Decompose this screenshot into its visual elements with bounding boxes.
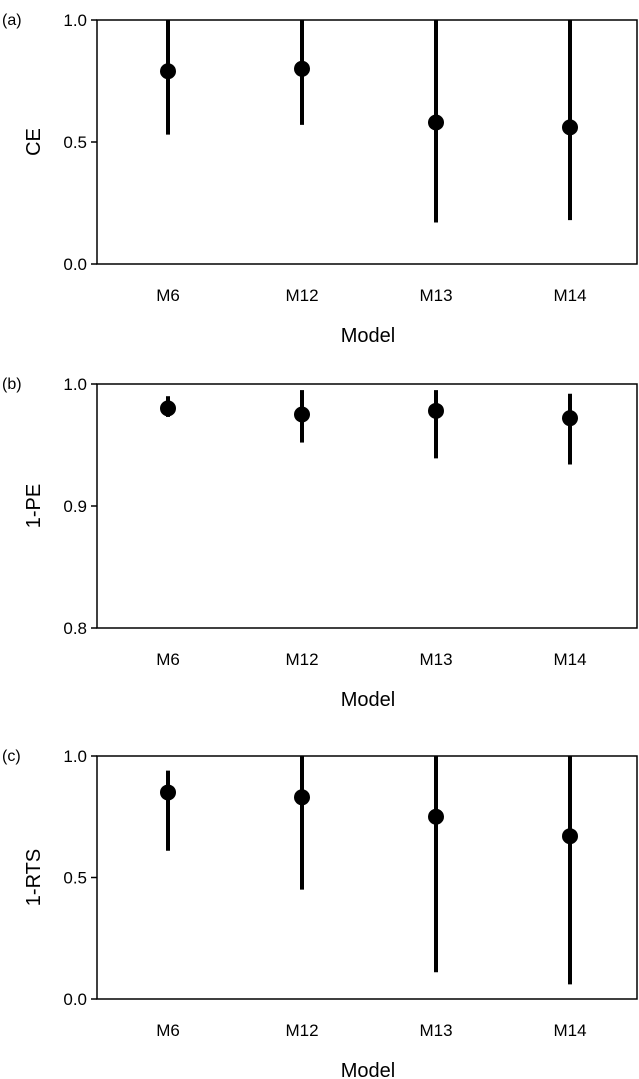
x-axis-label: Model xyxy=(341,325,395,347)
data-point xyxy=(562,119,578,136)
data-point xyxy=(294,406,310,423)
y-tick-label: 0.8 xyxy=(63,619,87,638)
y-tick-label: 0.5 xyxy=(63,869,87,888)
y-tick-label: 1.0 xyxy=(63,375,87,394)
data-point xyxy=(428,808,444,825)
plot-area xyxy=(96,383,638,629)
y-axis-label: CE xyxy=(23,128,45,156)
y-tick-label: 0.0 xyxy=(63,255,87,274)
panel-label: (a) xyxy=(2,12,22,29)
y-tick-label: 0.5 xyxy=(63,133,87,152)
data-point xyxy=(160,400,176,417)
x-axis-label: Model xyxy=(341,1060,395,1079)
x-tick-label: M12 xyxy=(285,1021,318,1040)
data-point xyxy=(428,402,444,419)
y-tick-label: 1.0 xyxy=(63,747,87,766)
data-point xyxy=(294,789,310,806)
panel-label: (b) xyxy=(2,376,22,393)
plot-area xyxy=(96,755,638,1000)
data-point xyxy=(160,63,176,80)
x-tick-label: M14 xyxy=(553,286,586,305)
x-tick-label: M13 xyxy=(419,286,452,305)
y-tick-label: 0.0 xyxy=(63,990,87,1009)
x-tick-label: M14 xyxy=(553,650,586,669)
data-point xyxy=(428,114,444,131)
y-axis-label: 1-PE xyxy=(23,484,45,528)
x-tick-label: M13 xyxy=(419,650,452,669)
y-tick-label: 1.0 xyxy=(63,11,87,30)
x-tick-label: M6 xyxy=(156,1021,180,1040)
plot-area xyxy=(96,19,638,265)
x-axis-label: Model xyxy=(341,689,395,711)
data-point xyxy=(562,410,578,427)
y-axis-label: 1-RTS xyxy=(23,849,45,906)
x-tick-label: M12 xyxy=(285,286,318,305)
x-tick-label: M6 xyxy=(156,650,180,669)
chart-panel-1: 0.0 0.5 1.0 M6 M12 M13 M14 Model CE (a) xyxy=(2,11,638,347)
data-point xyxy=(294,60,310,77)
chart-panel-3: 0.0 0.5 1.0 M6 M12 M13 M14 Model 1-RTS (c) xyxy=(2,747,638,1079)
x-tick-label: M6 xyxy=(156,286,180,305)
chart-panel-2: 0.8 0.9 1.0 M6 M12 M13 M14 Model 1-PE (b) xyxy=(2,375,638,711)
panel-label: (c) xyxy=(2,748,21,765)
data-point xyxy=(160,784,176,801)
x-tick-label: M14 xyxy=(553,1021,586,1040)
x-tick-label: M12 xyxy=(285,650,318,669)
data-point xyxy=(562,828,578,845)
x-tick-label: M13 xyxy=(419,1021,452,1040)
y-tick-label: 0.9 xyxy=(63,497,87,516)
